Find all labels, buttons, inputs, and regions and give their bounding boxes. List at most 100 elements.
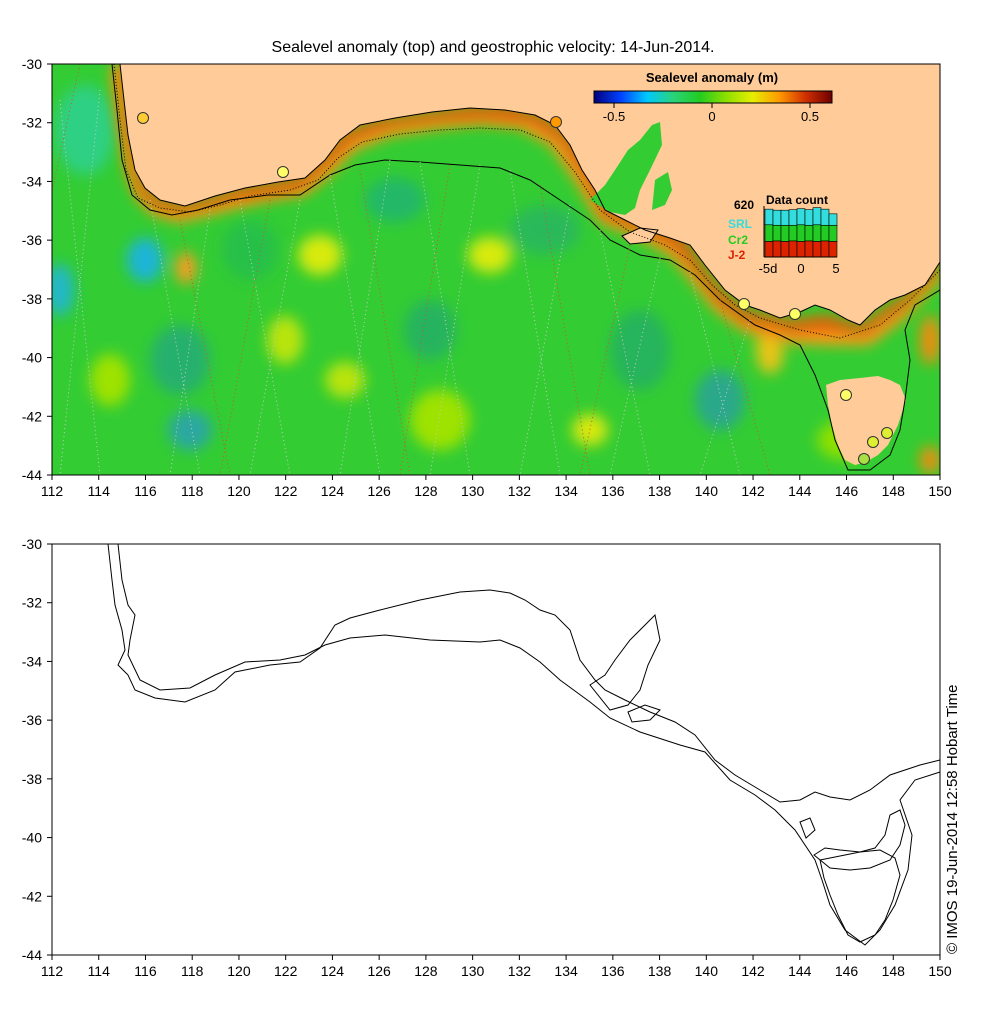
colorbar-label: -0.5 [603, 109, 625, 124]
x-tick-label: 126 [367, 963, 391, 979]
y-tick-label: -40 [22, 350, 42, 366]
tide-gauge-marker[interactable] [738, 298, 750, 310]
bottom-x-axis: 112 114 116 118 120 122 124 126 128 130 132 134 136 1… [41, 955, 952, 979]
x-tick-label: 130 [461, 483, 485, 499]
anomaly-high-patch [920, 315, 940, 365]
x-tick-label: 116 [134, 483, 157, 499]
x-tick-label: 142 [741, 483, 765, 499]
tide-gauge-marker[interactable] [550, 116, 562, 128]
tide-gauge-marker[interactable] [277, 166, 289, 178]
x-tick-label: 132 [508, 483, 532, 499]
tide-gauge-marker[interactable] [137, 112, 149, 124]
y-tick-label: -42 [22, 888, 42, 904]
colorbar: Sealevel anomaly (m) -0.5 0 0.5 [593, 70, 833, 124]
data-count-bar-srl [812, 207, 822, 226]
x-tick-label: 118 [181, 963, 204, 979]
x-tick-label: 138 [648, 483, 672, 499]
anomaly-low-patch [365, 178, 425, 222]
bottom-y-axis: -30 -32 -34 -36 -38 -40 -42 -44 [22, 536, 52, 963]
x-tick-label: 132 [508, 963, 532, 979]
x-tick-label: 122 [274, 483, 298, 499]
data-count-bar-srl [780, 209, 790, 226]
figure-title: Sealevel anomaly (top) and geostrophic v… [272, 39, 715, 56]
bottom-shelf-contour [117, 543, 941, 946]
data-count-bar-srl [796, 208, 806, 226]
x-tick-label: 148 [882, 483, 906, 499]
colorbar-title: Sealevel anomaly (m) [646, 70, 778, 85]
x-tick-label: 128 [414, 483, 438, 499]
altimeter-tracks-warm [52, 64, 771, 475]
data-count-bar-cr2 [796, 224, 806, 242]
tide-gauge-marker[interactable] [881, 427, 893, 439]
data-count-title: Data count [766, 193, 828, 207]
tide-gauge-marker[interactable] [858, 453, 870, 465]
y-tick-label: -44 [22, 467, 42, 483]
x-tick-label: 122 [274, 963, 298, 979]
data-count-bar-srl [804, 209, 814, 226]
x-tick-label: 150 [928, 483, 952, 499]
x-tick-label: 120 [227, 483, 251, 499]
top-y-axis: -30 -32 -34 -36 -38 -40 -42 -44 [22, 56, 52, 483]
anomaly-low-patch [150, 325, 210, 395]
x-tick-label: 134 [554, 483, 578, 499]
x-tick-label: 148 [882, 963, 906, 979]
anomaly-low-patch [127, 238, 163, 282]
data-count-bar-j2 [764, 241, 774, 258]
tide-gauge-marker[interactable] [789, 308, 801, 320]
anomaly-high-patch [298, 235, 342, 275]
australia-land [120, 64, 940, 325]
y-tick-label: -30 [22, 56, 42, 72]
gulf-water [652, 172, 672, 210]
x-tick-label: 150 [928, 963, 952, 979]
x-tick-label: 130 [461, 963, 485, 979]
y-tick-label: -38 [22, 771, 42, 787]
data-count-bar-srl [764, 208, 774, 226]
anomaly-low-patch [404, 300, 456, 360]
data-count-bar-j2 [780, 241, 790, 258]
coastal-dotted-line [113, 64, 940, 339]
data-count-bar-cr2 [820, 224, 830, 242]
data-count-bar-srl [820, 208, 830, 226]
x-tick-label: 124 [321, 963, 345, 979]
satellite-label-cr2: Cr2 [728, 233, 748, 247]
y-tick-label: -36 [22, 712, 42, 728]
top-x-axis: 112 114 116 118 120 122 124 126 128 130 132 134 136 1… [41, 475, 952, 499]
bottom-coastline [107, 543, 941, 803]
data-count-bar-cr2 [764, 224, 774, 242]
y-tick-label: -38 [22, 291, 42, 307]
x-tick-label: 114 [88, 963, 111, 979]
data-count-bar-cr2 [804, 224, 814, 242]
bottom-velocity-panel: 112 114 116 118 120 122 124 126 128 130 132 134 136 1… [22, 536, 961, 979]
data-count-bar-j2 [796, 241, 806, 258]
anomaly-low-patch [610, 310, 670, 390]
bottom-tasmania-outline [819, 849, 901, 943]
x-tick-label: 140 [695, 963, 719, 979]
top-panel-frame [51, 63, 941, 476]
bottom-panel-frame [51, 543, 941, 956]
tide-gauge-marker[interactable] [840, 389, 852, 401]
data-count-max-label: 620 [734, 198, 754, 212]
x-tick-label: 142 [741, 963, 765, 979]
x-tick-label: 136 [601, 483, 625, 499]
satellite-label-j2: J-2 [728, 248, 746, 262]
y-tick-label: -42 [22, 408, 42, 424]
colorbar-label: 0 [708, 109, 715, 124]
anomaly-high-patch [410, 390, 470, 450]
data-count-bar-j2 [804, 240, 814, 258]
data-count-bar-j2 [772, 240, 782, 258]
data-count-bar-j2 [812, 241, 822, 258]
data-count-bar-j2 [828, 241, 838, 258]
x-tick-label: 140 [695, 483, 719, 499]
x-tick-label: 126 [367, 483, 391, 499]
anomaly-low-patch [168, 410, 212, 450]
tide-gauge-marker[interactable] [867, 436, 879, 448]
x-tick-label: 146 [835, 963, 859, 979]
gulf-water [590, 122, 662, 215]
data-count-bar-srl [788, 209, 798, 226]
coastline [119, 64, 940, 326]
x-tick-label: 144 [788, 483, 812, 499]
y-tick-label: -30 [22, 536, 42, 552]
y-tick-label: -40 [22, 830, 42, 846]
x-tick-label: 116 [134, 963, 157, 979]
satellite-label-srl: SRL [728, 217, 752, 231]
